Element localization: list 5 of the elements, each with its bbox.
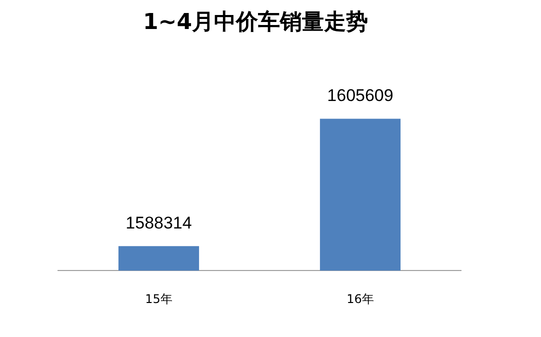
x-tick-label: 15年 bbox=[145, 292, 172, 306]
data-label: 1605609 bbox=[327, 86, 394, 105]
x-tick-label: 16年 bbox=[346, 292, 374, 306]
chart-title: 1~4月中价车销量走势 bbox=[142, 8, 368, 35]
data-label: 1588314 bbox=[126, 213, 192, 232]
